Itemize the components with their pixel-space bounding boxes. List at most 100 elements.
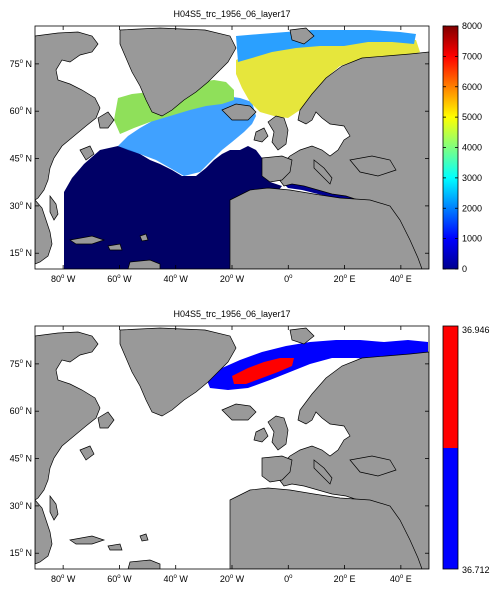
bottom-colorbar-max-label: 36.946 xyxy=(462,325,490,335)
top-lat-tick-label-number: 15 xyxy=(10,248,20,258)
bottom-lat-tick-label-degree-sign: o xyxy=(20,406,24,412)
bottom-lon-tick-label-degree-sign: o xyxy=(117,574,121,580)
bottom-lat-tick-label: 30o N xyxy=(10,501,32,511)
bottom-lon-tick-label-degree-sign: o xyxy=(289,574,293,580)
top-lat-tick-label: 15o N xyxy=(10,248,32,258)
top-lon-tick-label-number: 60 xyxy=(107,274,117,284)
bottom-lon-tick-label-number: 20 xyxy=(334,574,344,584)
top-lon-tick-label-number: 20 xyxy=(334,274,344,284)
bottom-lat-tick-label: 60o N xyxy=(10,406,32,416)
top-lon-tick-label-degree-sign: o xyxy=(230,274,234,280)
top-colorbar-tick-label: 3000 xyxy=(462,173,482,183)
bottom-lon-tick-label: 20o W xyxy=(220,574,245,584)
top-lon-tick-label-degree-sign: o xyxy=(344,274,348,280)
top-colorbar: 0 1000 2000 3000 4000 5000 6000 7000 8000 xyxy=(442,21,482,274)
bottom-lat-tick-label-hemisphere: N xyxy=(23,454,32,464)
top-lon-tick-label: 40o E xyxy=(390,274,412,284)
bottom-colorbar-upper-class xyxy=(443,326,458,448)
bottom-lat-tick-label: 15o N xyxy=(10,548,32,558)
top-tracer-field xyxy=(35,27,429,269)
bottom-lat-tick-label-number: 15 xyxy=(10,548,20,558)
top-map-panel: H04S5_trc_1956_06_layer17 80o W 60o W 40o … xyxy=(10,9,482,284)
top-lon-tick-label-degree-sign: o xyxy=(174,274,178,280)
bottom-lat-tick-label-number: 75 xyxy=(10,359,20,369)
bottom-lon-tick-label: 40o W xyxy=(164,574,189,584)
bottom-lon-tick-label-number: 80 xyxy=(51,574,61,584)
bottom-lat-tick-label-hemisphere: N xyxy=(23,406,32,416)
bottom-lon-tick-label-degree-sign: o xyxy=(61,574,65,580)
bottom-lat-tick-label-hemisphere: N xyxy=(23,548,32,558)
top-lon-tick-label-hemisphere: W xyxy=(121,274,133,284)
top-lat-tick-label: 60o N xyxy=(10,106,32,116)
top-colorbar-tick-label: 2000 xyxy=(462,203,482,213)
top-colorbar-tick-label: 4000 xyxy=(462,143,482,153)
top-lon-tick-label-degree-sign: o xyxy=(400,274,404,280)
top-lon-tick-label-degree-sign: o xyxy=(117,274,121,280)
top-lat-tick-label-number: 75 xyxy=(10,59,20,69)
bottom-lat-tick-label: 75o N xyxy=(10,359,32,369)
bottom-lat-tick-label-degree-sign: o xyxy=(20,359,24,365)
top-lat-tick-label: 45o N xyxy=(10,154,32,164)
bottom-lon-tick-label-number: 0 xyxy=(284,574,289,584)
top-lon-tick-label-number: 40 xyxy=(164,274,174,284)
bottom-lat-tick-label-degree-sign: o xyxy=(20,454,24,460)
bottom-lat-tick-label-number: 45 xyxy=(10,454,20,464)
top-lon-tick-label: 20o E xyxy=(334,274,356,284)
top-lat-tick-label-hemisphere: N xyxy=(23,201,32,211)
top-colorbar-tick-label: 7000 xyxy=(462,51,482,61)
bottom-lon-tick-label-number: 40 xyxy=(390,574,400,584)
top-map-title: H04S5_trc_1956_06_layer17 xyxy=(173,9,290,19)
bottom-lon-tick-label-degree-sign: o xyxy=(344,574,348,580)
bottom-lat-tick-label-hemisphere: N xyxy=(23,501,32,511)
top-lon-ticks: 80o W 60o W 40o W 20o W 0o 20o E 40o E xyxy=(51,26,412,284)
top-ocean-low-values xyxy=(64,146,282,269)
bottom-lon-tick-label-hemisphere: W xyxy=(121,574,133,584)
bottom-lat-tick-label-degree-sign: o xyxy=(20,548,24,554)
top-lon-tick-label-hemisphere: E xyxy=(347,274,356,284)
top-lon-tick-label-degree-sign: o xyxy=(289,274,293,280)
bottom-lon-tick-label-degree-sign: o xyxy=(230,574,234,580)
top-lon-tick-label: 60o W xyxy=(107,274,132,284)
top-lon-tick-label: 0o xyxy=(284,274,293,284)
top-colorbar-tick-label: 5000 xyxy=(462,112,482,122)
top-colorbar-tick-label: 8000 xyxy=(462,21,482,31)
bottom-colorbar-min-label: 36.712 xyxy=(462,565,490,575)
top-colorbar-tick-label: 6000 xyxy=(462,82,482,92)
top-colorbar-tick-label: 1000 xyxy=(462,234,482,244)
top-ocean-arctic-strip xyxy=(236,30,416,62)
bottom-lon-tick-label-hemisphere: W xyxy=(177,574,189,584)
top-colorbar-ticks: 0 1000 2000 3000 4000 5000 6000 7000 8000 xyxy=(443,21,482,274)
bottom-lon-tick-label: 60o W xyxy=(107,574,132,584)
bottom-lon-tick-label-number: 40 xyxy=(164,574,174,584)
bottom-lon-tick-label-hemisphere: E xyxy=(347,574,356,584)
top-lon-tick-label: 40o W xyxy=(164,274,189,284)
top-ocean-transition xyxy=(118,96,256,176)
bottom-lat-tick-label-number: 30 xyxy=(10,501,20,511)
bottom-lon-tick-label-hemisphere: W xyxy=(64,574,76,584)
bottom-colorbar: 36.946 36.712 xyxy=(442,325,490,575)
top-lat-tick-label-hemisphere: N xyxy=(23,248,32,258)
top-lat-tick-label-hemisphere: N xyxy=(23,59,32,69)
bottom-lat-tick-label-number: 60 xyxy=(10,406,20,416)
top-lat-tick-label-number: 45 xyxy=(10,154,20,164)
bottom-lon-tick-label-hemisphere: E xyxy=(403,574,412,584)
top-lat-tick-label-degree-sign: o xyxy=(20,106,24,112)
top-lat-tick-label: 75o N xyxy=(10,59,32,69)
bottom-lon-tick-label: 20o E xyxy=(334,574,356,584)
top-lon-tick-label-hemisphere: W xyxy=(177,274,189,284)
top-lon-tick-label-number: 40 xyxy=(390,274,400,284)
bottom-red-region xyxy=(232,358,294,384)
bottom-lon-tick-label-number: 20 xyxy=(220,574,230,584)
top-lat-tick-label: 30o N xyxy=(10,201,32,211)
top-lat-tick-label-number: 60 xyxy=(10,106,20,116)
top-lat-tick-label-degree-sign: o xyxy=(20,154,24,160)
top-lon-tick-label-number: 20 xyxy=(220,274,230,284)
bottom-map-panel: H04S5_trc_1956_06_layer17 80o W 60o W 40o … xyxy=(10,309,490,584)
top-colorbar-tick-label: 0 xyxy=(462,264,467,274)
bottom-lat-tick-label-degree-sign: o xyxy=(20,501,24,507)
bottom-lon-tick-label-number: 60 xyxy=(107,574,117,584)
bottom-lon-tick-label-hemisphere: W xyxy=(233,574,245,584)
top-lat-tick-label-degree-sign: o xyxy=(20,201,24,207)
